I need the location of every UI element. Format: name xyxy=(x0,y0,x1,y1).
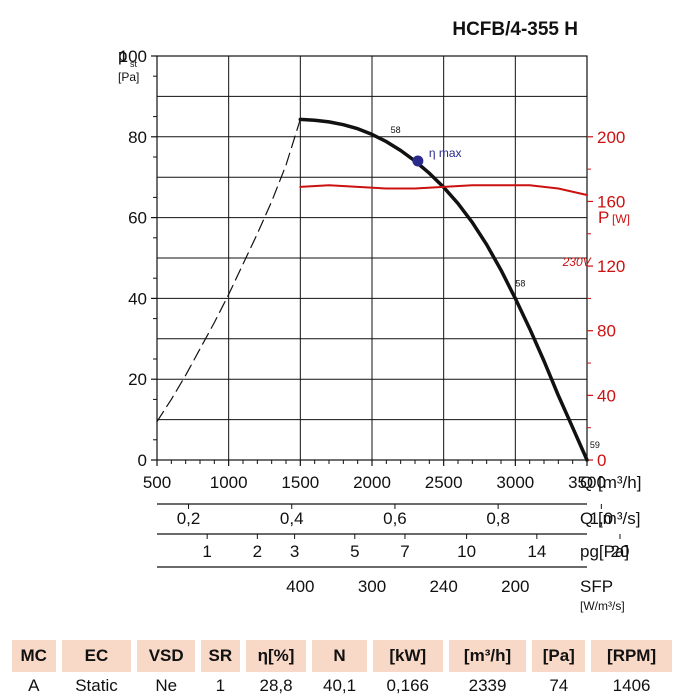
x-tick-label: 500 xyxy=(143,473,171,492)
y-tick-label: 80 xyxy=(128,128,147,147)
x-tick-label: 3500 xyxy=(568,473,606,492)
y-axis-unit: [Pa] xyxy=(118,70,139,84)
value-m3h: 2339 xyxy=(468,676,507,695)
chart-title: HCFB/4-355 H xyxy=(452,19,578,40)
header-kw: [kW] xyxy=(372,640,443,672)
value-ec: Static xyxy=(75,676,118,695)
header-eta: η[%] xyxy=(245,640,307,672)
eta-max-marker xyxy=(412,155,424,167)
grid xyxy=(156,55,588,461)
series-unstable-region xyxy=(156,118,301,423)
x-axis-unit: [m³/h] xyxy=(598,473,641,492)
secondary-scales: 0,2 0,4 0,6 0,8 1,0 1 2 3 5 7 10 14 20 400 300 240 200 xyxy=(157,503,630,596)
header-sr: SR xyxy=(200,640,240,672)
scale-tick-label: 14 xyxy=(527,542,546,561)
y-axis-label-sub: st xyxy=(130,59,138,69)
scale-m3s-unit: Q [m³/s] xyxy=(580,509,640,528)
voltage-label: 230V xyxy=(562,255,592,269)
x-ticks: 500 1000 1500 2000 2500 3000 3500 xyxy=(143,460,606,492)
scale-pg-unit: pg[Pa] xyxy=(580,542,629,561)
value-kw: 0,166 xyxy=(386,676,430,695)
spec-table: MC EC VSD SR η[%] N [kW] [m³/h] [Pa] [RP… xyxy=(6,640,678,700)
y2-tick-label: 0 xyxy=(597,451,606,470)
scale-tick-label: 20 xyxy=(611,542,630,561)
header-pa: [Pa] xyxy=(532,640,586,672)
y-tick-label: 60 xyxy=(128,209,147,228)
y-tick-label: 20 xyxy=(128,370,147,389)
scale-tick-label: 200 xyxy=(501,577,529,596)
scale-tick-label: 0,2 xyxy=(177,509,201,528)
y-ticks: 0 20 40 60 80 100 xyxy=(119,47,157,470)
y2-tick-label: 200 xyxy=(597,128,625,147)
scale-tick-label: 0,6 xyxy=(383,509,407,528)
y2-tick-label: 160 xyxy=(597,192,625,211)
y-axis-label: p xyxy=(118,46,127,65)
y2-tick-label: 120 xyxy=(597,257,625,276)
value-rpm: 1406 xyxy=(612,676,651,695)
y2-tick-label: 40 xyxy=(597,386,616,405)
efficiency-label: 58 xyxy=(515,278,525,288)
y-tick-label: 40 xyxy=(128,289,147,308)
y-tick-label: 0 xyxy=(138,451,147,470)
header-m3h: [m³/h] xyxy=(448,640,527,672)
scale-tick-label: 0,4 xyxy=(280,509,304,528)
x-tick-label: 1500 xyxy=(281,473,319,492)
scale-sfp-unit2: [W/m³/s] xyxy=(580,599,625,613)
header-ec: EC xyxy=(61,640,132,672)
value-sr: 1 xyxy=(215,676,226,695)
y2-ticks: 0 40 80 120 160 200 xyxy=(587,128,625,470)
eta-max-label: η max xyxy=(429,146,462,160)
scale-tick-label: 3 xyxy=(290,542,299,561)
value-n: 40,1 xyxy=(323,676,357,695)
x-tick-label: 3000 xyxy=(496,473,534,492)
header-rpm: [RPM] xyxy=(591,640,672,672)
scale-tick-label: 240 xyxy=(429,577,457,596)
value-vsd: Ne xyxy=(155,676,178,695)
y2-axis-label: P xyxy=(598,208,609,227)
header-mc: MC xyxy=(12,640,56,672)
scale-tick-label: 7 xyxy=(400,542,409,561)
scale-sfp-unit: SFP xyxy=(580,577,613,596)
y2-tick-label: 80 xyxy=(597,322,616,341)
scale-tick-label: 1 xyxy=(202,542,211,561)
y2-axis-unit: [W] xyxy=(612,212,630,226)
efficiency-label: 59 xyxy=(590,440,600,450)
spec-header-row: MC EC VSD SR η[%] N [kW] [m³/h] [Pa] [RP… xyxy=(12,640,672,672)
x-axis-label: Q xyxy=(580,473,593,492)
header-n: N xyxy=(312,640,367,672)
scale-tick-label: 2 xyxy=(253,542,262,561)
x-tick-label: 1000 xyxy=(210,473,248,492)
value-pa: 74 xyxy=(549,676,569,695)
efficiency-label: 58 xyxy=(391,125,401,135)
annotations: η max 58 58 59 230V xyxy=(391,125,600,450)
scale-tick-label: 1,0 xyxy=(590,509,614,528)
curves xyxy=(156,117,589,462)
scale-tick-label: 10 xyxy=(457,542,476,561)
value-eta: 28,8 xyxy=(259,676,293,695)
scale-tick-label: 300 xyxy=(358,577,386,596)
series-230v xyxy=(299,184,588,196)
header-vsd: VSD xyxy=(137,640,195,672)
value-mc: A xyxy=(28,676,40,695)
x-tick-label: 2000 xyxy=(353,473,391,492)
x-tick-label: 2500 xyxy=(425,473,463,492)
scale-tick-label: 400 xyxy=(286,577,314,596)
fan-curve-chart: HCFB/4-355 H p st [Pa] P [W] 02040608010… xyxy=(118,19,641,613)
y-tick-label: 100 xyxy=(119,47,147,66)
scale-tick-label: 0,8 xyxy=(486,509,510,528)
scale-tick-label: 5 xyxy=(350,542,359,561)
spec-value-row: A Static Ne 1 28,8 40,1 0,166 2339 74 14… xyxy=(12,672,672,700)
